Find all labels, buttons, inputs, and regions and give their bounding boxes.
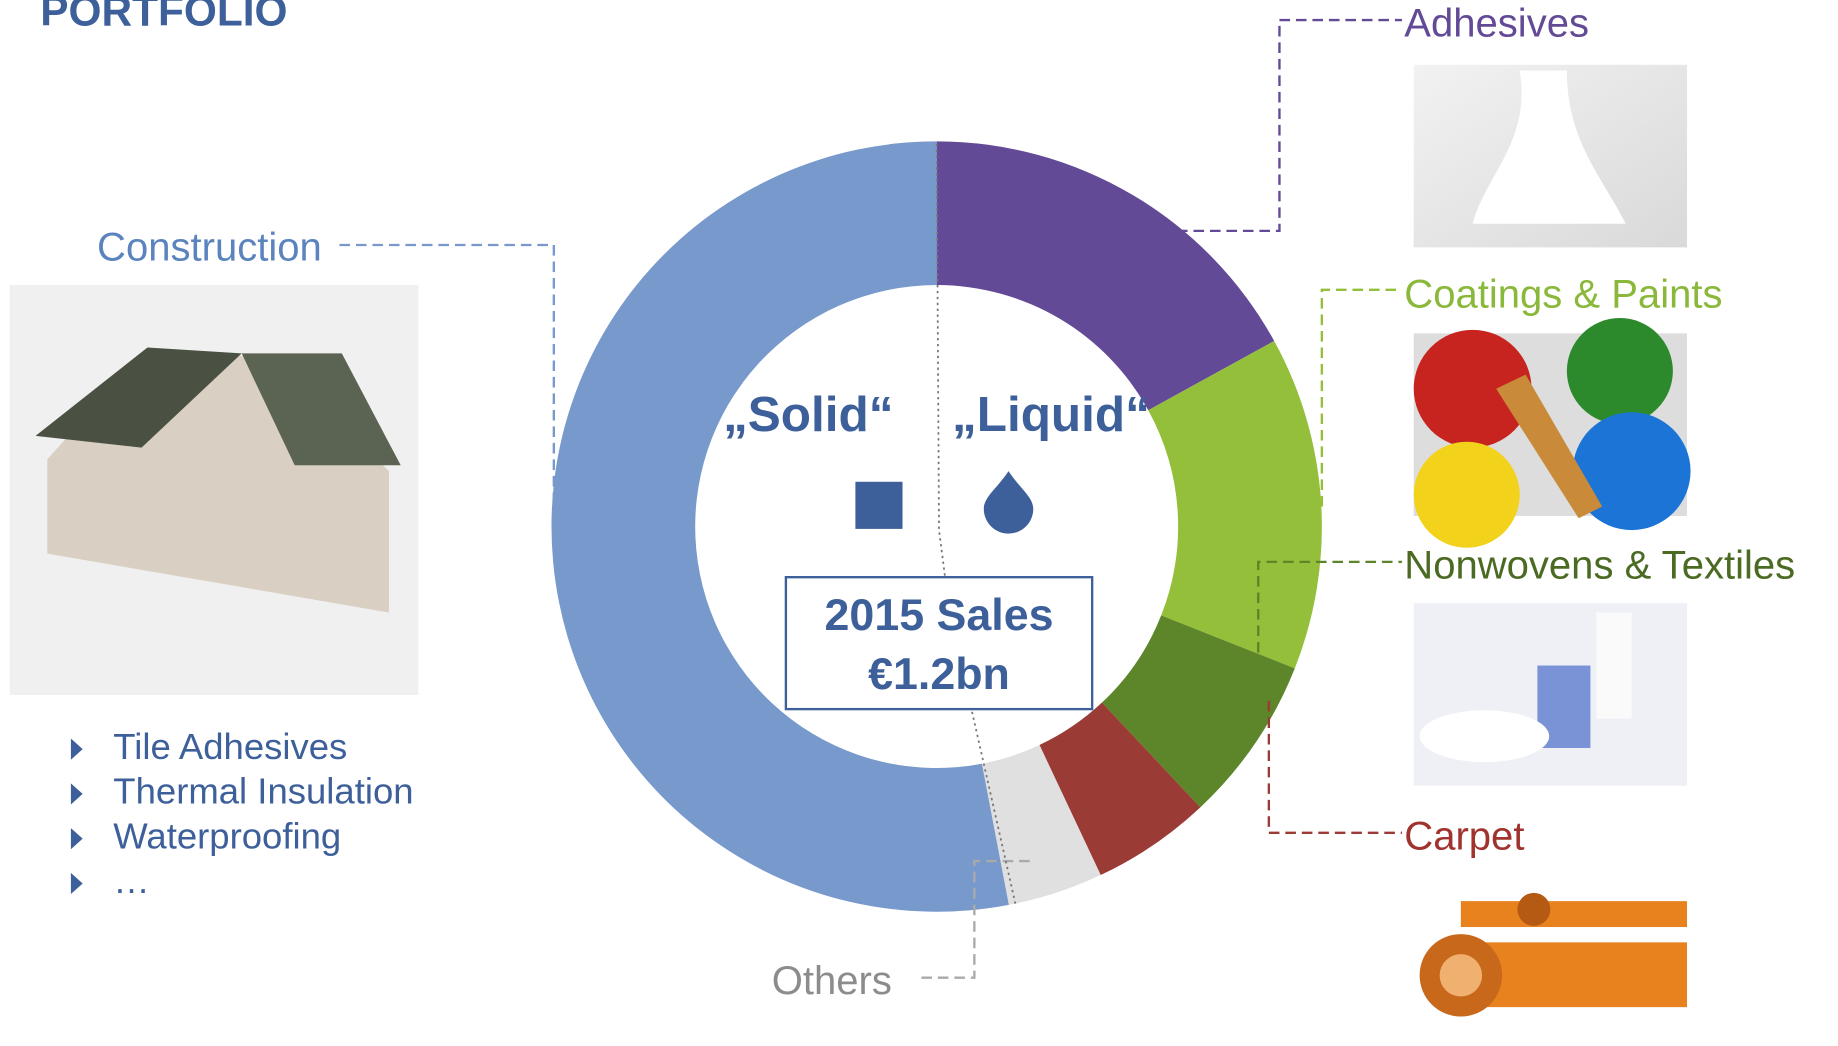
donut-segment bbox=[1039, 702, 1201, 876]
paint-image bbox=[1413, 318, 1691, 548]
title: PORTFOLIO bbox=[40, 0, 287, 34]
leader bbox=[916, 859, 1030, 979]
donut bbox=[551, 141, 1322, 912]
segment-label: Construction bbox=[97, 225, 322, 269]
house-image bbox=[9, 285, 419, 695]
bullet-text: Tile Adhesives bbox=[113, 726, 347, 767]
sales-box bbox=[784, 576, 1094, 711]
bullet-marker bbox=[70, 828, 83, 850]
carpet-image bbox=[1419, 892, 1688, 1017]
textile-image bbox=[1413, 603, 1688, 786]
bullet-marker bbox=[70, 872, 83, 895]
bullet-marker bbox=[70, 738, 83, 760]
liquid-label: „Liquid“ bbox=[952, 387, 1150, 442]
solid-label: „Solid“ bbox=[723, 387, 893, 442]
adhesive-image bbox=[1413, 64, 1688, 248]
segment-label: Adhesives bbox=[1404, 1, 1589, 45]
solid-icon bbox=[855, 481, 903, 529]
bullet-text: … bbox=[113, 860, 150, 901]
leader bbox=[1257, 560, 1402, 719]
donut-segment bbox=[1101, 615, 1295, 808]
donut-segment bbox=[936, 141, 1275, 411]
leader bbox=[1267, 700, 1402, 834]
liquid-icon bbox=[983, 471, 1034, 534]
leader bbox=[1160, 18, 1402, 233]
donut-segment bbox=[551, 141, 1009, 912]
bullet-marker bbox=[70, 783, 83, 805]
donut-segment bbox=[981, 745, 1101, 905]
leader bbox=[1320, 288, 1402, 507]
sales-value: €1.2bn bbox=[868, 649, 1010, 699]
segment-label: Nonwovens & Textiles bbox=[1404, 543, 1795, 587]
segment-label: Others bbox=[772, 959, 892, 1003]
leader bbox=[339, 243, 556, 554]
sales-year: 2015 Sales bbox=[825, 590, 1054, 640]
segment-label: Coatings & Paints bbox=[1404, 272, 1722, 316]
bullet-text: Thermal Insulation bbox=[113, 771, 413, 812]
divider bbox=[935, 143, 1017, 905]
bullet-text: Waterproofing bbox=[113, 815, 341, 856]
donut-segment bbox=[1148, 340, 1322, 669]
segment-label: Carpet bbox=[1404, 814, 1524, 858]
